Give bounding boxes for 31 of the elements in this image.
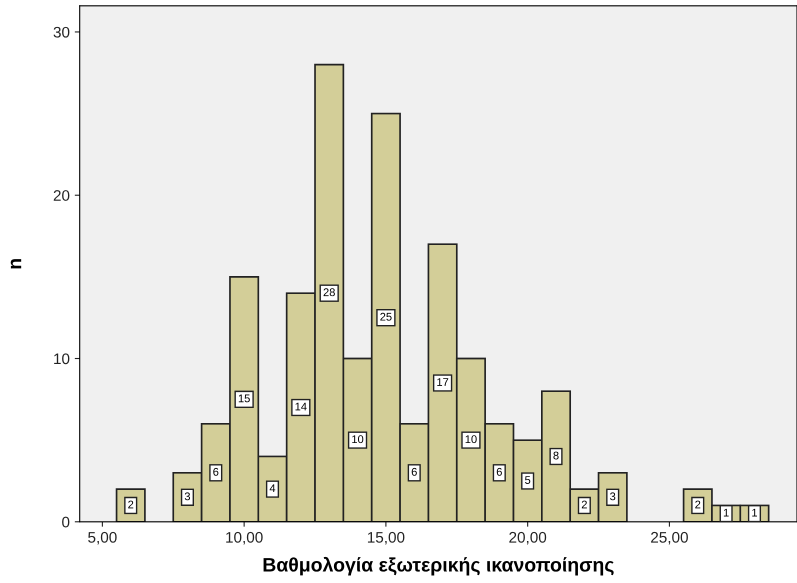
data-label: 15 <box>238 394 250 402</box>
data-label: 2 <box>582 500 587 508</box>
x-tick-label: 15,00 <box>368 532 404 545</box>
data-label: 1 <box>752 508 758 516</box>
data-label: 10 <box>466 435 477 444</box>
x-tick-label: 20,00 <box>509 532 546 545</box>
x-tick-label: 10,00 <box>226 532 263 545</box>
data-label: 4 <box>270 484 276 492</box>
data-label: 25 <box>380 312 392 321</box>
data-label: 10 <box>352 435 364 444</box>
y-tick-label: 10 <box>54 353 70 364</box>
data-label: 3 <box>610 492 616 500</box>
data-label: 17 <box>437 378 448 386</box>
data-label: 6 <box>412 468 417 476</box>
x-tick-label: 25,00 <box>651 532 688 545</box>
y-tick-label: 0 <box>62 516 70 528</box>
data-label: 6 <box>213 468 218 476</box>
data-label: 2 <box>128 500 134 508</box>
data-label: 6 <box>496 468 502 476</box>
x-axis-title: Βαθμολογία εξωτερικής ικανοποίησης <box>264 556 614 576</box>
data-label: 14 <box>296 402 307 410</box>
y-axis-title: n <box>10 259 22 268</box>
data-label: 8 <box>553 452 559 460</box>
data-label: 5 <box>525 476 530 484</box>
data-label: 2 <box>695 500 700 508</box>
data-label: 3 <box>184 492 190 500</box>
x-tick-label: 5,00 <box>88 532 117 545</box>
data-label: 1 <box>724 508 729 516</box>
y-tick-label: 30 <box>54 26 70 38</box>
data-label: 28 <box>324 288 335 296</box>
y-tick-label: 20 <box>54 190 70 201</box>
